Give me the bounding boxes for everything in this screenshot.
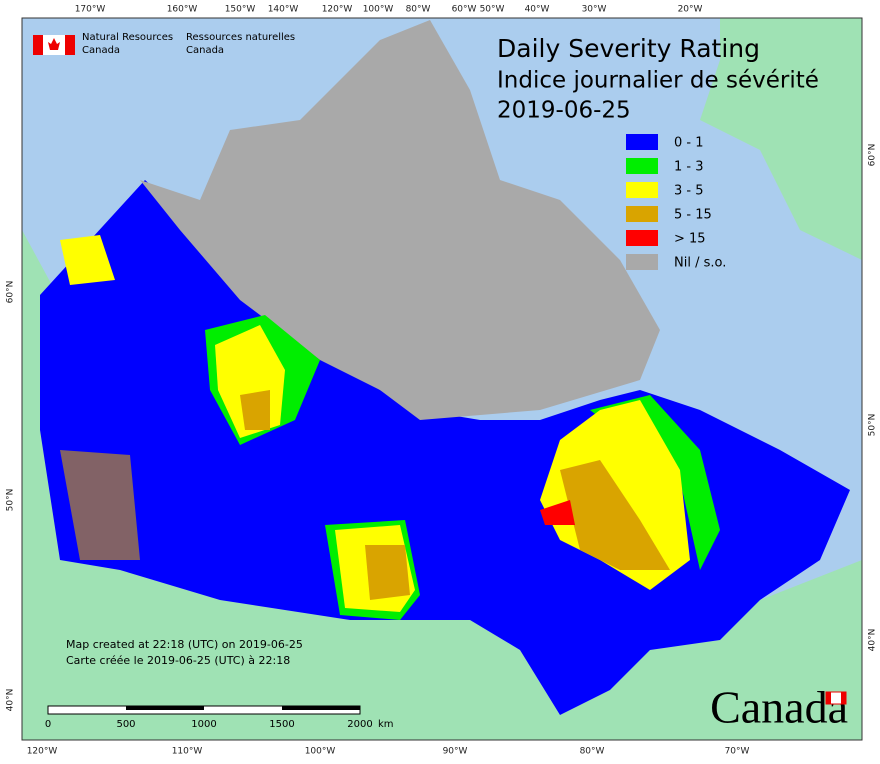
graticule-label: 60°N	[6, 281, 16, 304]
org-en: Canada	[82, 45, 120, 56]
legend-label: Nil / s.o.	[674, 256, 726, 271]
title-fr: Indice journalier de sévérité	[497, 68, 819, 94]
title-date: 2019-06-25	[497, 98, 631, 124]
graticule-label: 140°W	[268, 5, 299, 15]
created-fr: Carte créée le 2019-06-25 (UTC) à 22:18	[66, 654, 290, 667]
graticule-label: 100°W	[363, 5, 394, 15]
graticule-label: 60°W	[452, 5, 477, 15]
legend-swatch	[626, 230, 658, 246]
region-orange	[240, 390, 270, 430]
region-yellow	[60, 235, 115, 285]
graticule-label: 20°W	[678, 5, 703, 15]
greenland	[700, 18, 862, 260]
legend-swatch	[626, 254, 658, 270]
graticule-label: 90°W	[443, 747, 468, 757]
scale-unit: km	[378, 719, 394, 730]
graticule-label: 40°N	[868, 629, 878, 652]
region-orange	[60, 450, 140, 560]
legend-label: 5 - 15	[674, 208, 712, 223]
flag-bar	[65, 35, 75, 55]
graticule-label: 30°W	[582, 5, 607, 15]
frame	[21, 17, 863, 741]
legend-swatch	[626, 134, 658, 150]
scale-label: 500	[116, 719, 135, 730]
graticule-label: 40°N	[6, 689, 16, 712]
graticule-label: 160°W	[167, 5, 198, 15]
graticule-label: 150°W	[225, 5, 256, 15]
legend-swatch	[626, 158, 658, 174]
region-green	[590, 395, 720, 570]
flag-bar	[826, 692, 831, 704]
graticule-label: 50°N	[868, 414, 878, 437]
title-en: Daily Severity Rating	[497, 34, 760, 63]
org-en: Natural Resources	[82, 32, 173, 43]
wordmark: Canada	[710, 682, 848, 733]
scale-label: 1000	[191, 719, 216, 730]
scale-label: 0	[45, 719, 51, 730]
legend-label: > 15	[674, 232, 706, 247]
flag-bar	[33, 35, 43, 55]
flag-leaf	[48, 38, 60, 50]
scale-seg	[126, 706, 204, 710]
legend-swatch	[626, 206, 658, 222]
graticule-label: 40°W	[525, 5, 550, 15]
legend-label: 3 - 5	[674, 184, 704, 199]
graticule-label: 110°W	[172, 747, 203, 757]
graticule-label: 70°W	[725, 747, 750, 757]
scale-label: 2000	[347, 719, 372, 730]
scale-label: 1500	[269, 719, 294, 730]
graticule-label: 60°N	[868, 144, 878, 167]
created-en: Map created at 22:18 (UTC) on 2019-06-25	[66, 638, 303, 651]
legend-label: 1 - 3	[674, 160, 704, 175]
graticule-label: 80°W	[580, 747, 605, 757]
graticule-label: 50°W	[480, 5, 505, 15]
legend-label: 0 - 1	[674, 136, 704, 151]
graticule-label: 120°W	[27, 747, 58, 757]
graticule-label: 50°N	[6, 489, 16, 512]
scale-seg	[282, 706, 360, 710]
legend-swatch	[626, 182, 658, 198]
org-fr: Canada	[186, 45, 224, 56]
region-red	[540, 500, 575, 525]
region-orange	[365, 545, 410, 600]
region-orange	[560, 460, 670, 570]
graticule-label: 170°W	[75, 5, 106, 15]
graticule-label: 80°W	[406, 5, 431, 15]
us-land	[22, 230, 862, 740]
org-fr: Ressources naturelles	[186, 32, 295, 43]
graticule-label: 100°W	[305, 747, 336, 757]
flag-bar	[841, 692, 846, 704]
graticule-label: 120°W	[322, 5, 353, 15]
